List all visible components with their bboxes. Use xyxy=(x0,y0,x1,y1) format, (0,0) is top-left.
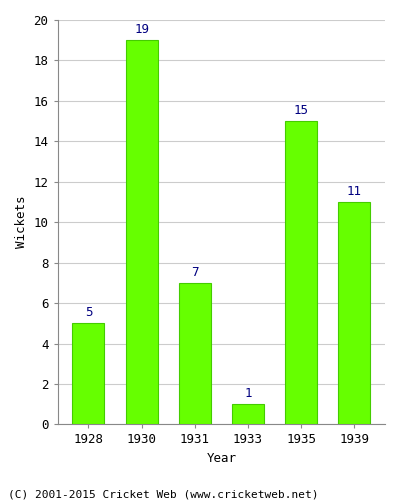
Text: 1: 1 xyxy=(244,387,252,400)
Bar xyxy=(72,324,104,424)
X-axis label: Year: Year xyxy=(206,452,236,465)
Bar xyxy=(338,202,370,424)
Text: 5: 5 xyxy=(85,306,92,320)
Bar xyxy=(232,404,264,424)
Text: 11: 11 xyxy=(347,185,362,198)
Text: 15: 15 xyxy=(294,104,308,117)
Text: 19: 19 xyxy=(134,23,149,36)
Bar xyxy=(285,121,317,424)
Y-axis label: Wickets: Wickets xyxy=(15,196,28,248)
Text: (C) 2001-2015 Cricket Web (www.cricketweb.net): (C) 2001-2015 Cricket Web (www.cricketwe… xyxy=(8,490,318,500)
Bar xyxy=(126,40,158,424)
Text: 7: 7 xyxy=(191,266,198,279)
Bar xyxy=(179,283,211,424)
